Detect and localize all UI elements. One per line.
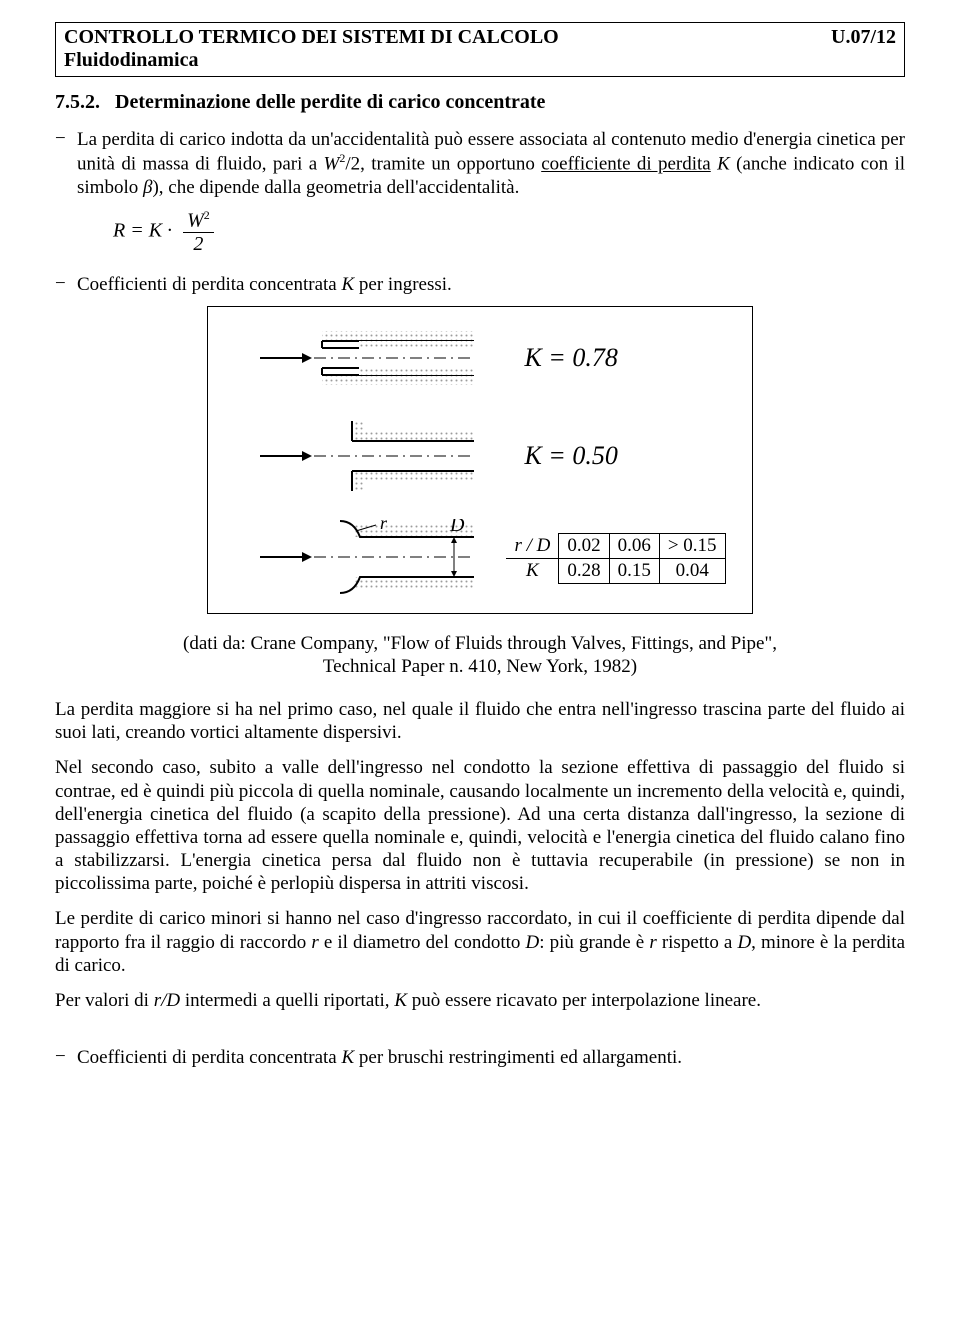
table-cell: > 0.15 xyxy=(659,534,725,559)
symbol-K: K xyxy=(394,990,407,1011)
table-cell: 0.15 xyxy=(609,559,659,584)
citation-line2: Technical Paper n. 410, New York, 1982) xyxy=(323,656,637,677)
bullet-2-body: Coefficienti di perdita concentrata K pe… xyxy=(77,273,905,296)
bullet-1-text-b: /2, tramite un opportuno xyxy=(345,154,541,175)
symbol-rD: r/D xyxy=(154,990,180,1011)
section-title: Determinazione delle perdite di carico c… xyxy=(115,91,545,113)
p4-b: intermedi a quelli riportati, xyxy=(180,990,394,1011)
bullet-2-text-a: Coefficienti di perdita concentrata xyxy=(77,274,341,295)
figure-svg-1 xyxy=(254,323,494,393)
paragraph-4: Per valori di r/D intermedi a quelli rip… xyxy=(55,989,905,1012)
table-cell: 0.04 xyxy=(659,559,725,584)
p3-d: rispetto a xyxy=(657,932,738,953)
bullet-dash-icon: − xyxy=(55,273,77,296)
bullet-1-text-e: ), che dipende dalla geometria dell'acci… xyxy=(152,177,519,198)
svg-text:r: r xyxy=(380,519,388,533)
p3-c: : più grande è xyxy=(539,932,649,953)
figure-rD-table: r / D 0.02 0.06 > 0.15 K 0.28 0.15 0.04 xyxy=(506,533,725,584)
header-title: CONTROLLO TERMICO DEI SISTEMI DI CALCOLO xyxy=(64,26,896,49)
symbol-K: K xyxy=(341,1047,354,1068)
bullet-1-body: La perdita di carico indotta da un'accid… xyxy=(77,128,905,199)
bullet-2: − Coefficienti di perdita concentrata K … xyxy=(55,273,905,296)
bullet-3-text-b: per bruschi restringimenti ed allargamen… xyxy=(354,1047,682,1068)
section-number: 7.5.2. xyxy=(55,91,100,113)
paragraph-1: La perdita maggiore si ha nel primo caso… xyxy=(55,698,905,744)
figure-svg-3: r D xyxy=(254,519,494,599)
figure-inlet-coefficients: K = 0.78 xyxy=(55,306,905,614)
symbol-r: r xyxy=(311,932,318,953)
figure-table-wrap: r / D 0.02 0.06 > 0.15 K 0.28 0.15 0.04 xyxy=(494,533,725,584)
figure-row-2: K = 0.50 xyxy=(254,421,725,491)
table-row-label-K: K xyxy=(506,559,558,584)
formula-den: 2 xyxy=(183,233,214,255)
symbol-W: W xyxy=(324,154,340,175)
bullet-3-text-a: Coefficienti di perdita concentrata xyxy=(77,1047,341,1068)
citation-line1: (dati da: Crane Company, "Flow of Fluids… xyxy=(183,633,777,654)
symbol-K: K xyxy=(341,274,354,295)
formula-fraction: W2 2 xyxy=(183,209,214,255)
paragraph-2: Nel secondo caso, subito a valle dell'in… xyxy=(55,756,905,895)
formula-R: R = K · W2 2 xyxy=(113,209,905,255)
svg-text:D: D xyxy=(449,519,465,536)
p4-a: Per valori di xyxy=(55,990,154,1011)
bullet-3: − Coefficienti di perdita concentrata K … xyxy=(55,1046,905,1069)
figure-k1-label: K = 0.78 xyxy=(524,343,617,373)
section-heading: 7.5.2. Determinazione delle perdite di c… xyxy=(55,91,905,114)
header-page-number: U.07/12 xyxy=(831,26,896,49)
bullet-dash-icon: − xyxy=(55,1046,77,1069)
p4-c: può essere ricavato per interpolazione l… xyxy=(407,990,761,1011)
symbol-D: D xyxy=(737,932,751,953)
table-cell: 0.02 xyxy=(559,534,609,559)
figure-svg-2 xyxy=(254,421,494,491)
formula-num-sym: W xyxy=(187,210,204,232)
formula-num-exp: 2 xyxy=(204,208,210,222)
header-box: CONTROLLO TERMICO DEI SISTEMI DI CALCOLO… xyxy=(55,22,905,77)
figure-citation: (dati da: Crane Company, "Flow of Fluids… xyxy=(55,632,905,678)
figure-box: K = 0.78 xyxy=(207,306,752,614)
symbol-D: D xyxy=(526,932,540,953)
paragraph-3: Le perdite di carico minori si hanno nel… xyxy=(55,907,905,977)
bullet-1: − La perdita di carico indotta da un'acc… xyxy=(55,128,905,199)
bullet-3-body: Coefficienti di perdita concentrata K pe… xyxy=(77,1046,905,1069)
formula-lhs: R = K · xyxy=(113,219,172,241)
header-subtitle: Fluidodinamica xyxy=(64,49,896,72)
table-cell: 0.28 xyxy=(559,559,609,584)
bullet-2-text-b: per ingressi. xyxy=(354,274,452,295)
symbol-r: r xyxy=(649,932,656,953)
p3-b: e il diametro del condotto xyxy=(319,932,526,953)
bullet-1-underline: coefficiente di perdita xyxy=(541,154,711,175)
figure-row-1: K = 0.78 xyxy=(254,323,725,393)
figure-row-3: r D r / D 0.02 0.06 > 0.15 xyxy=(254,519,725,599)
table-row-label-rD: r / D xyxy=(506,534,558,559)
bullet-dash-icon: − xyxy=(55,128,77,199)
figure-k2-label: K = 0.50 xyxy=(524,441,617,471)
symbol-K: K xyxy=(717,154,730,175)
table-cell: 0.06 xyxy=(609,534,659,559)
